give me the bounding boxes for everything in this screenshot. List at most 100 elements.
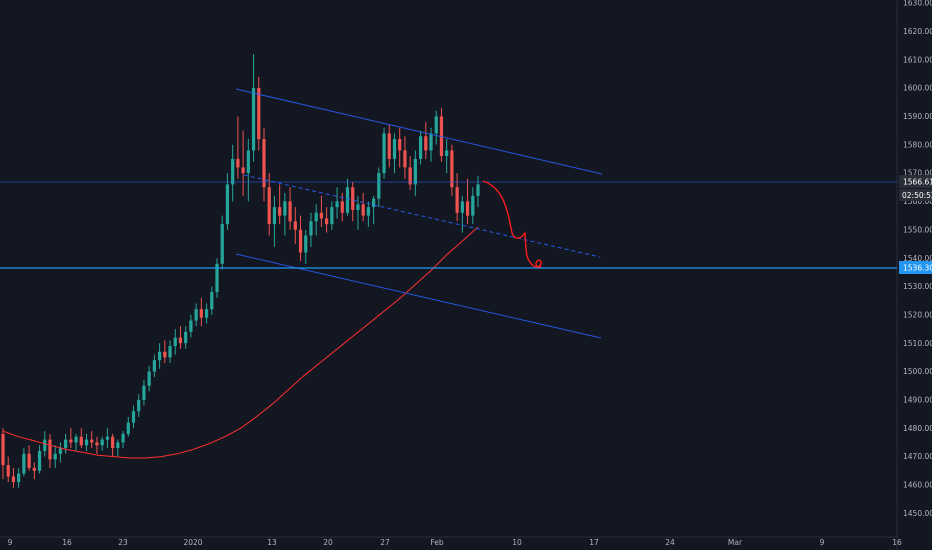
candle[interactable] [204,303,209,324]
candle[interactable] [142,380,146,406]
candle[interactable] [345,178,350,216]
candle[interactable] [137,394,141,417]
candle[interactable] [37,445,42,474]
candle[interactable] [335,187,339,219]
candle[interactable] [413,150,417,196]
candle[interactable] [408,156,412,191]
candle[interactable] [116,439,120,457]
candle-body [131,411,136,423]
candle-body [204,309,209,318]
candle[interactable] [460,195,464,233]
candle-body [387,133,391,159]
candle[interactable] [424,122,428,159]
candle[interactable] [163,340,167,364]
candle-body [288,201,292,222]
channel-mid-line[interactable] [243,174,601,258]
candle[interactable] [168,340,172,364]
candle[interactable] [382,127,386,179]
candle[interactable] [476,175,480,208]
candle[interactable] [53,445,57,468]
candle[interactable] [152,354,156,378]
candle[interactable] [309,212,313,247]
candle[interactable] [121,431,125,449]
candles-layer [1,54,480,488]
candle[interactable] [298,215,303,261]
candle[interactable] [22,448,26,477]
candle[interactable] [398,127,402,168]
candle[interactable] [69,428,73,449]
candle[interactable] [246,139,250,202]
candle[interactable] [257,76,261,151]
candle-body [424,136,428,151]
candle[interactable] [319,195,324,227]
candle[interactable] [330,201,334,230]
candle[interactable] [1,428,5,480]
candle[interactable] [74,433,78,451]
forecast-path[interactable] [482,180,542,268]
candle[interactable] [314,204,318,236]
candle[interactable] [288,187,292,230]
candle[interactable] [90,431,94,449]
channel-upper-line[interactable] [235,88,603,175]
candle[interactable] [215,258,219,298]
candle[interactable] [325,207,329,233]
candle[interactable] [267,173,271,236]
candle[interactable] [17,467,21,488]
candle[interactable] [220,215,224,270]
candle[interactable] [194,303,198,327]
candle[interactable] [434,110,438,145]
candle[interactable] [392,133,397,174]
candle[interactable] [236,116,240,179]
candle[interactable] [189,314,193,338]
candle[interactable] [210,286,214,315]
candle[interactable] [184,326,188,349]
candle[interactable] [58,442,63,463]
candle[interactable] [445,139,449,174]
candle[interactable] [173,329,177,355]
candle[interactable] [105,428,110,449]
candle[interactable] [262,127,266,202]
candle[interactable] [199,297,203,327]
candle[interactable] [110,433,115,457]
candle[interactable] [465,178,470,225]
candle[interactable] [11,467,16,488]
candle[interactable] [471,187,475,225]
candle[interactable] [100,436,104,451]
candle[interactable] [356,195,360,230]
candle[interactable] [79,428,83,449]
candle[interactable] [418,130,423,165]
candle[interactable] [95,436,99,454]
candle[interactable] [84,433,89,451]
candle[interactable] [27,445,31,471]
candle[interactable] [251,54,256,162]
candle[interactable] [403,136,407,179]
candle[interactable] [272,195,277,247]
candle[interactable] [283,192,287,236]
candle[interactable] [131,405,136,429]
candle-body [220,224,224,264]
candle[interactable] [450,144,454,196]
candle[interactable] [371,195,376,225]
candle[interactable] [304,229,308,264]
candle[interactable] [231,144,235,202]
candle[interactable] [377,167,381,208]
candle[interactable] [178,326,183,349]
candle[interactable] [48,433,52,468]
candle[interactable] [126,416,130,437]
candle[interactable] [455,173,459,222]
candle[interactable] [351,181,355,222]
candle[interactable] [157,343,162,369]
candle[interactable] [32,462,36,480]
candle[interactable] [147,365,151,392]
candle[interactable] [64,433,68,454]
candle[interactable] [293,207,297,244]
candle[interactable] [225,173,230,230]
candle[interactable] [278,184,282,225]
candle[interactable] [366,201,371,227]
candle[interactable] [429,127,433,162]
candle[interactable] [387,124,391,168]
candle[interactable] [361,192,365,222]
candle[interactable] [6,456,10,483]
candle[interactable] [241,130,245,196]
